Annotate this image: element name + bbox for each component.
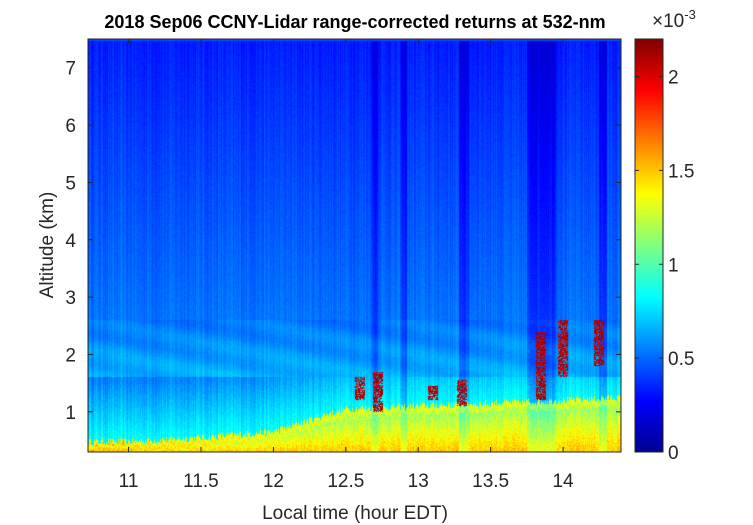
heatmap-plot bbox=[87, 38, 622, 453]
colorbar-tick-label: 0 bbox=[668, 443, 679, 464]
colorbar-tick-label: 0.5 bbox=[668, 349, 694, 370]
y-axis: 1 2 3 4 5 6 7 bbox=[65, 59, 621, 424]
colorbar-exponent-power: -3 bbox=[684, 7, 696, 22]
x-tick-label: 11.5 bbox=[183, 471, 219, 492]
x-tick-label: 13 bbox=[408, 471, 429, 492]
heatmap-image bbox=[88, 39, 621, 452]
colorbar-tick-label: 1 bbox=[668, 255, 679, 276]
colorbar-exponent-base: ×10 bbox=[652, 11, 684, 32]
colorbar-ticks: 0 0.5 1 1.5 2 bbox=[635, 68, 694, 464]
x-tick-label: 12 bbox=[263, 471, 284, 492]
x-axis-label: Local time (hour EDT) bbox=[262, 503, 448, 524]
chart-title: 2018 Sep06 CCNY-Lidar range-corrected re… bbox=[104, 12, 605, 32]
x-axis: 11 11.5 12 12.5 13 13.5 14 bbox=[119, 39, 574, 492]
y-tick-label: 7 bbox=[65, 59, 76, 80]
x-tick-label: 13.5 bbox=[472, 471, 509, 492]
x-tick-label: 12.5 bbox=[327, 471, 364, 492]
y-tick-label: 1 bbox=[65, 403, 76, 424]
x-tick-label: 14 bbox=[552, 471, 574, 492]
plot-frame bbox=[87, 38, 622, 453]
colorbar: 0 0.5 1 1.5 2 ×10-3 bbox=[634, 7, 696, 464]
colorbar-tick-label: 1.5 bbox=[668, 161, 694, 182]
x-tick-label: 11 bbox=[119, 471, 139, 492]
y-axis-label: Altitude (km) bbox=[37, 192, 58, 299]
y-tick-label: 5 bbox=[65, 173, 76, 194]
colorbar-tick-label: 2 bbox=[668, 68, 679, 89]
colorbar-exponent: ×10-3 bbox=[652, 7, 696, 32]
colorbar-gradient bbox=[634, 38, 664, 453]
y-tick-label: 2 bbox=[65, 345, 76, 366]
y-tick-label: 4 bbox=[65, 231, 76, 252]
y-tick-label: 3 bbox=[65, 288, 76, 309]
y-tick-label: 6 bbox=[65, 116, 76, 137]
